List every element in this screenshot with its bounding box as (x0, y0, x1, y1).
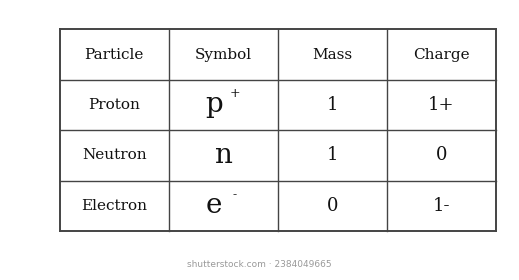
Text: -: - (233, 188, 237, 201)
Text: 0: 0 (435, 146, 447, 164)
Text: n: n (214, 142, 232, 169)
Text: Neutron: Neutron (82, 148, 146, 162)
Text: 1-: 1- (432, 197, 450, 215)
Text: +: + (229, 87, 240, 101)
Text: Symbol: Symbol (195, 48, 252, 62)
Text: Charge: Charge (413, 48, 470, 62)
Text: 0: 0 (326, 197, 338, 215)
Text: 1: 1 (326, 146, 338, 164)
Text: 1: 1 (326, 96, 338, 114)
Bar (60, 29, 496, 231)
Text: e: e (206, 192, 222, 219)
Text: p: p (205, 92, 223, 118)
Text: 1+: 1+ (428, 96, 455, 114)
Text: Particle: Particle (85, 48, 144, 62)
Text: shutterstock.com · 2384049665: shutterstock.com · 2384049665 (187, 260, 332, 269)
Text: Proton: Proton (88, 98, 140, 112)
Text: Mass: Mass (312, 48, 352, 62)
Text: Electron: Electron (81, 199, 147, 213)
